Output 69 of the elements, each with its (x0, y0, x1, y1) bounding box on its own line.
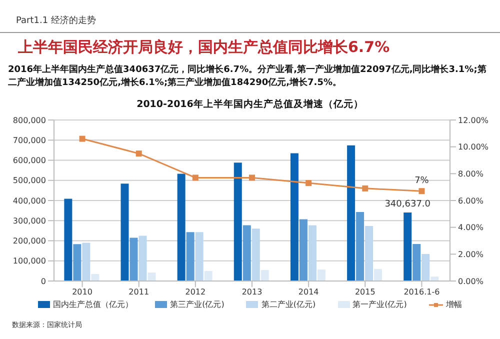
y-tick-label: 700,000 (12, 136, 46, 145)
y2-tick-label: 12.00% (458, 116, 489, 125)
bar (430, 276, 439, 281)
legend-label: 第三产业(亿元) (170, 299, 224, 310)
x-tick-label: 2015 (354, 288, 376, 297)
x-tick-label: 2012 (185, 288, 206, 297)
bar (138, 236, 147, 281)
bar (374, 268, 382, 281)
legend-label: 第二产业(亿元) (261, 299, 316, 310)
bar (260, 270, 269, 281)
y2-tick-label: 0.00% (458, 276, 484, 286)
bar (130, 238, 138, 281)
bar (242, 225, 251, 281)
bar (252, 228, 260, 281)
bar (120, 184, 129, 281)
data-label: 7% (414, 176, 430, 186)
data-label: 340,637.0 (384, 199, 431, 210)
bar (195, 232, 204, 281)
text: 2016年上半年国内生产总值340637亿元，同比增长6.7%。分产业看,第一产业增加值22097亿元,同比增长3.1%;第二产业增加值134250亿元,增长6.1%;第三产业增加值184290亿元,增长7.5%。 (8, 64, 488, 90)
legend-label: 第一产业(亿元) (352, 299, 407, 310)
y2-tick-label: 6.00% (458, 196, 484, 206)
y-tick-label: 100,000 (12, 256, 46, 266)
legend-label: 增幅 (446, 299, 462, 310)
bar (177, 174, 186, 281)
bar (365, 226, 374, 281)
point (136, 150, 142, 157)
y2-tick-label: 2.00% (458, 250, 484, 260)
bar (317, 270, 326, 281)
point (192, 174, 198, 181)
bar (347, 145, 356, 281)
bar (422, 254, 430, 281)
point (362, 185, 368, 192)
point (249, 174, 255, 181)
x-tick-label: 2010 (72, 288, 92, 297)
bar (404, 212, 412, 281)
bar (82, 242, 90, 281)
point (306, 180, 312, 186)
text: Part1.1 经济的走势 (16, 14, 96, 27)
y-tick-label: 0 (40, 276, 46, 286)
bar (412, 244, 421, 281)
bar (91, 274, 100, 281)
x-tick-label: 2014 (298, 288, 319, 297)
bar (148, 272, 156, 281)
y-tick-label: 200,000 (12, 236, 46, 246)
bar (64, 198, 72, 281)
x-tick-label: 2013 (242, 288, 262, 297)
x-tick-label: 2011 (128, 288, 150, 297)
bar (290, 153, 298, 281)
y-tick-label: 800,000 (12, 116, 46, 125)
bar (204, 270, 212, 281)
y-tick-label: 300,000 (12, 216, 46, 226)
y2-tick-label: 4.00% (458, 223, 484, 232)
bar (299, 219, 308, 281)
bar (186, 232, 194, 281)
legend-label: 国内生产总值（亿元） (53, 299, 134, 310)
y2-tick-label: 10.00% (458, 142, 489, 152)
chart-title: 2010-2016年上半年国内生产总值及增速（亿元） (136, 98, 364, 111)
x-tick-label: 2016.1-6 (404, 288, 440, 297)
y-tick-label: 600,000 (12, 156, 46, 166)
y2-tick-label: 8.00% (458, 170, 484, 179)
bar (356, 212, 364, 281)
bar (73, 244, 82, 281)
bar (234, 162, 242, 281)
point (79, 136, 86, 142)
bar (308, 225, 316, 281)
y-tick-label: 400,000 (12, 196, 46, 206)
y-tick-label: 500,000 (12, 176, 46, 186)
point (418, 188, 425, 194)
text: 上半年国民经济开局良好，国内生产总值同比增长6.7% (18, 38, 390, 57)
